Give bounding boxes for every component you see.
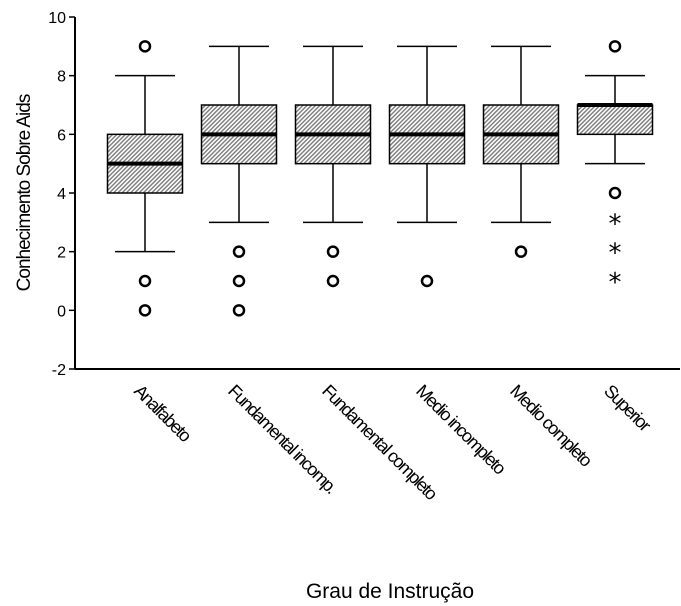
y-axis-title: Conhecimento Sobre Aids xyxy=(14,94,35,291)
extreme-point: * xyxy=(609,209,622,239)
outlier-point xyxy=(420,274,434,288)
y-tick-label: 10 xyxy=(48,10,66,27)
outlier-point xyxy=(514,245,528,258)
x-tick-label: Analfabeto xyxy=(130,381,195,446)
extreme-point: * xyxy=(609,239,622,269)
x-tick-label: Medio incompleto xyxy=(412,381,510,479)
outlier-point xyxy=(608,40,622,53)
box-iqr xyxy=(576,104,654,136)
outlier-point xyxy=(232,274,246,288)
outlier-point xyxy=(138,304,152,317)
x-tick-label: Superior xyxy=(600,381,655,436)
outlier-point xyxy=(326,274,340,288)
outlier-point xyxy=(138,274,152,288)
y-tick-label: 0 xyxy=(57,303,66,320)
outlier-point xyxy=(608,186,622,200)
outlier-point xyxy=(232,245,246,258)
y-tick-label: -2 xyxy=(52,362,66,379)
y-tick-label: 4 xyxy=(57,186,66,203)
outlier-point xyxy=(138,40,152,53)
x-axis-title: Grau de Instrução xyxy=(306,580,474,603)
outlier-point xyxy=(232,304,246,317)
extreme-point: * xyxy=(609,268,622,298)
y-tick-label: 8 xyxy=(57,69,66,86)
outlier-point xyxy=(326,245,340,258)
y-tick-label: 2 xyxy=(57,245,66,262)
x-tick-label: Medio completo xyxy=(506,381,596,471)
y-tick-label: 6 xyxy=(57,127,66,144)
